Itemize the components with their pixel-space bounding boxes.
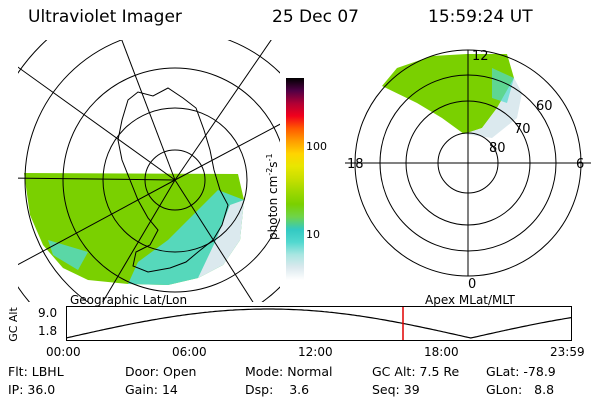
mlat-label-80: 80: [489, 141, 506, 156]
timeline-ytick-max: 9.0: [38, 306, 58, 320]
mlt-label-0: 0: [468, 277, 476, 288]
timeline-xtick-3: 18:00: [424, 345, 459, 359]
door-info: Door: Open: [125, 364, 197, 379]
timeline-xtick-2: 12:00: [298, 345, 333, 359]
timeline-ytick-min: 1.8: [38, 324, 58, 338]
right-panel-caption: Apex MLat/MLT: [425, 293, 515, 307]
glon-info: GLon: 8.8: [486, 382, 555, 397]
timeline-xtick-1: 06:00: [172, 345, 207, 359]
timeline-axis-title: GC Alt: [6, 307, 20, 342]
geographic-map: [18, 40, 280, 302]
timeline-xtick-4: 23:59: [550, 345, 585, 359]
time-label: 15:59:24 UT: [428, 7, 533, 27]
mode-info: Mode: Normal: [245, 364, 333, 379]
mlt-label-12: 12: [472, 49, 489, 64]
magnetic-polar-plot: 12 18 6 0 60 70 80: [345, 49, 591, 288]
dsp-info: Dsp: 3.6: [245, 382, 310, 397]
instrument-title: Ultraviolet Imager: [28, 7, 182, 27]
mlt-label-18: 18: [347, 157, 364, 172]
orbit-altitude-curve: [66, 308, 572, 339]
glat-info: GLat: -78.9: [486, 364, 556, 379]
continent-outline: [117, 87, 229, 273]
colorbar-tick-10: 10: [306, 228, 320, 241]
colorbar-tick-100: 100: [306, 140, 327, 153]
orbit-timeline: [66, 306, 572, 341]
gc-alt-info: GC Alt: 7.5 Re: [372, 364, 460, 379]
timeline-xtick-0: 00:00: [46, 345, 81, 359]
gain-info: Gain: 14: [125, 382, 178, 397]
date-label: 25 Dec 07: [272, 7, 359, 27]
colorbar-label: photon cm-2s-1: [265, 153, 280, 240]
colorbar: [286, 78, 304, 280]
ip-info: IP: 36.0: [8, 382, 56, 397]
seq-info: Seq: 39: [372, 382, 420, 397]
left-panel-caption: Geographic Lat/Lon: [70, 293, 188, 307]
mlat-label-70: 70: [514, 122, 531, 137]
mlt-label-6: 6: [576, 157, 584, 172]
filter-info: Flt: LBHL: [8, 364, 64, 379]
mlat-label-60: 60: [536, 99, 553, 114]
aurora-image-right: [382, 54, 514, 134]
